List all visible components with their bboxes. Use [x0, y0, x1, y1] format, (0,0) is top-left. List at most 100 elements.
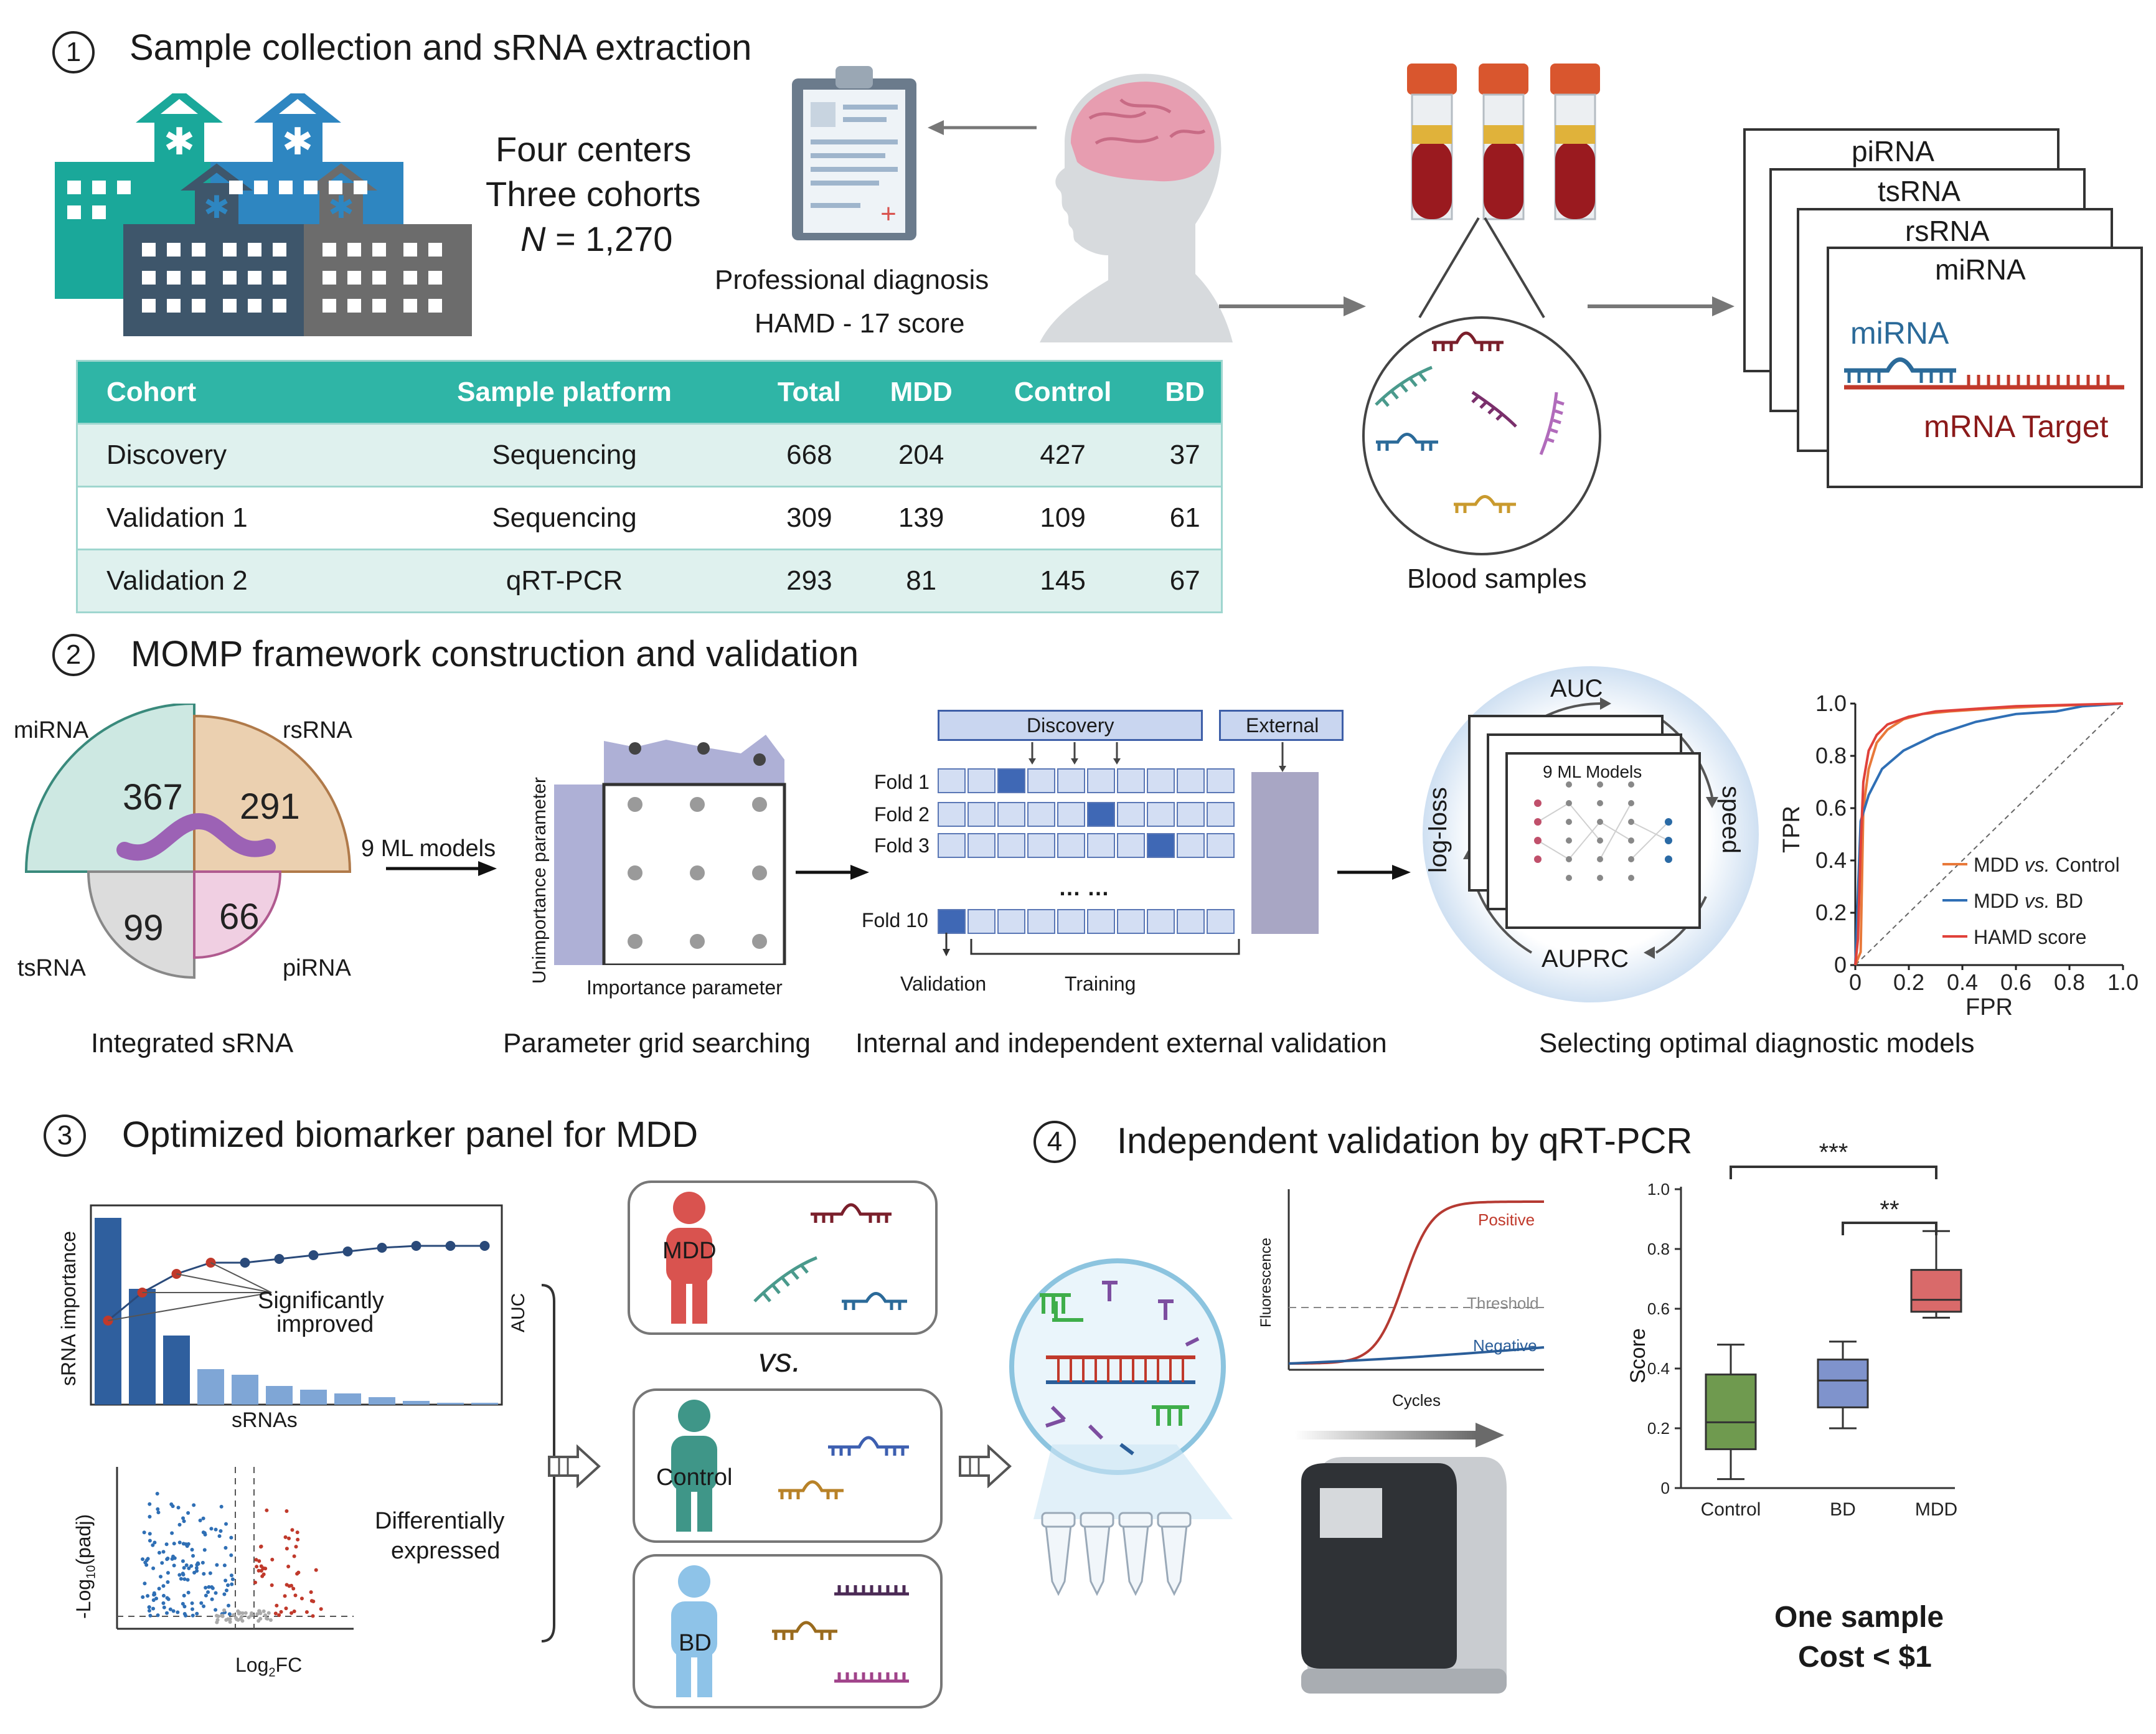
pirna-count: 66 [219, 897, 260, 937]
fold-cell [1117, 833, 1145, 858]
volcano-point [186, 1578, 190, 1582]
volcano-point [164, 1542, 169, 1547]
sig-label-2: ** [1880, 1196, 1899, 1223]
fold-cell [997, 909, 1025, 934]
fold-cell [1117, 802, 1145, 827]
amplification-plot [1287, 1189, 1545, 1371]
volcano-point [224, 1546, 228, 1550]
roc-y-tick-label: 0 [1834, 952, 1847, 978]
volcano-point [190, 1607, 194, 1611]
volcano-point [194, 1566, 199, 1570]
volcano-point [229, 1573, 233, 1578]
table-header: MDD [865, 360, 977, 424]
volcano-point [250, 1613, 255, 1617]
importance-bar [197, 1369, 224, 1405]
table-cell: 204 [865, 423, 977, 487]
pirna-quadrant [193, 870, 282, 959]
volcano-point [165, 1611, 169, 1615]
volcano-point [187, 1566, 191, 1570]
volcano-point [219, 1529, 223, 1533]
fold-cell [1147, 909, 1175, 934]
volcano-point [195, 1611, 199, 1616]
section-3-title: Optimized biomarker panel for MDD [122, 1114, 699, 1155]
importance-bar [95, 1218, 121, 1405]
volcano-point [146, 1594, 150, 1598]
volcano-point [143, 1560, 148, 1565]
volcano-point [155, 1491, 159, 1496]
diagnosis-text: Professional diagnosis [715, 265, 989, 295]
box-body [1817, 1359, 1869, 1408]
svg-text:+: + [880, 199, 897, 229]
volcano-point [161, 1550, 166, 1554]
mirna-binding-icon [1844, 357, 2124, 390]
fold-cell [938, 833, 966, 858]
volcano-point [161, 1593, 166, 1598]
volcano-point [204, 1586, 208, 1590]
person-icon [671, 1565, 717, 1697]
volcano-point [253, 1580, 258, 1585]
volcano-point [182, 1604, 187, 1609]
model-selection-cycle [1423, 666, 1759, 1002]
fold-cell [938, 768, 966, 793]
fold-cell [1207, 833, 1235, 858]
arrow-right-icon [386, 861, 497, 876]
cross-validation-diagram [1029, 742, 1286, 772]
volcano-point [170, 1531, 174, 1535]
svg-text:✱: ✱ [328, 190, 354, 225]
roc-x-tick-label: 0.2 [1893, 969, 1924, 995]
volcano-point [224, 1578, 228, 1583]
volcano-point [309, 1590, 313, 1595]
grid-xlabel: Importance parameter [586, 976, 783, 999]
volcano-point [265, 1508, 269, 1512]
roc-diagonal [1855, 703, 2124, 966]
rna-glyphs [778, 1436, 909, 1499]
volcano-point [226, 1583, 230, 1588]
fold-cell [997, 802, 1025, 827]
hollow-arrow-icon [959, 1444, 1012, 1488]
roc-chart: 00 0.2 0.2 0.4 0.4 0.6 0.6 0.8 0.8 1.0 1.0 TPR FPR MD… [1779, 691, 2139, 1015]
table-header-row: Cohort Sample platform Total MDD Control… [77, 360, 1222, 424]
table-cell: 668 [753, 423, 866, 487]
rna-glyphs [772, 1585, 909, 1683]
volcano-point [268, 1618, 273, 1622]
roc-series-line [1854, 702, 2124, 966]
table-header: Cohort [77, 360, 376, 424]
head-illustration [1040, 73, 1233, 342]
volcano-point [224, 1522, 228, 1526]
volcano-point [177, 1522, 182, 1527]
importance-bar [300, 1390, 327, 1405]
sig-bracket-2 [1842, 1222, 1937, 1235]
volcano-point [319, 1607, 323, 1611]
volcano-point [311, 1614, 315, 1618]
fold-10-label: Fold 10 [862, 909, 928, 931]
volcano-point [216, 1614, 220, 1618]
importance-ylabel: sRNA importance [57, 1231, 80, 1386]
auc-point [445, 1241, 456, 1251]
volcano-point [208, 1571, 212, 1575]
volcano-point [154, 1596, 159, 1601]
fold-cell [938, 909, 966, 934]
fold-cell [967, 768, 996, 793]
blood-samples-label: Blood samples [1407, 563, 1587, 594]
annotation-line [210, 1262, 272, 1293]
importance-bar [129, 1289, 156, 1405]
roc-xlabel: FPR [1965, 994, 2013, 1015]
roc-y-tick-label: 1.0 [1815, 691, 1847, 716]
volcano-point [222, 1563, 227, 1568]
auc-point [342, 1246, 353, 1256]
volcano-point [161, 1584, 166, 1588]
table-header: Control [976, 360, 1149, 424]
arrow-right-icon [1219, 296, 1366, 316]
qpcr-machine-icon [1301, 1457, 1507, 1694]
table-cell: 81 [865, 549, 977, 613]
volcano-xlabel: Log2FC [235, 1654, 303, 1680]
card-pirna-label: piRNA [1852, 135, 1934, 167]
expressed-label: expressed [391, 1538, 501, 1564]
fold-cell [1117, 909, 1145, 934]
volcano-point [171, 1609, 176, 1613]
box-y-tick-label: 0.2 [1647, 1419, 1670, 1438]
fold-cell [1057, 909, 1085, 934]
volcano-point [210, 1597, 214, 1601]
table-cell: 309 [753, 486, 866, 550]
